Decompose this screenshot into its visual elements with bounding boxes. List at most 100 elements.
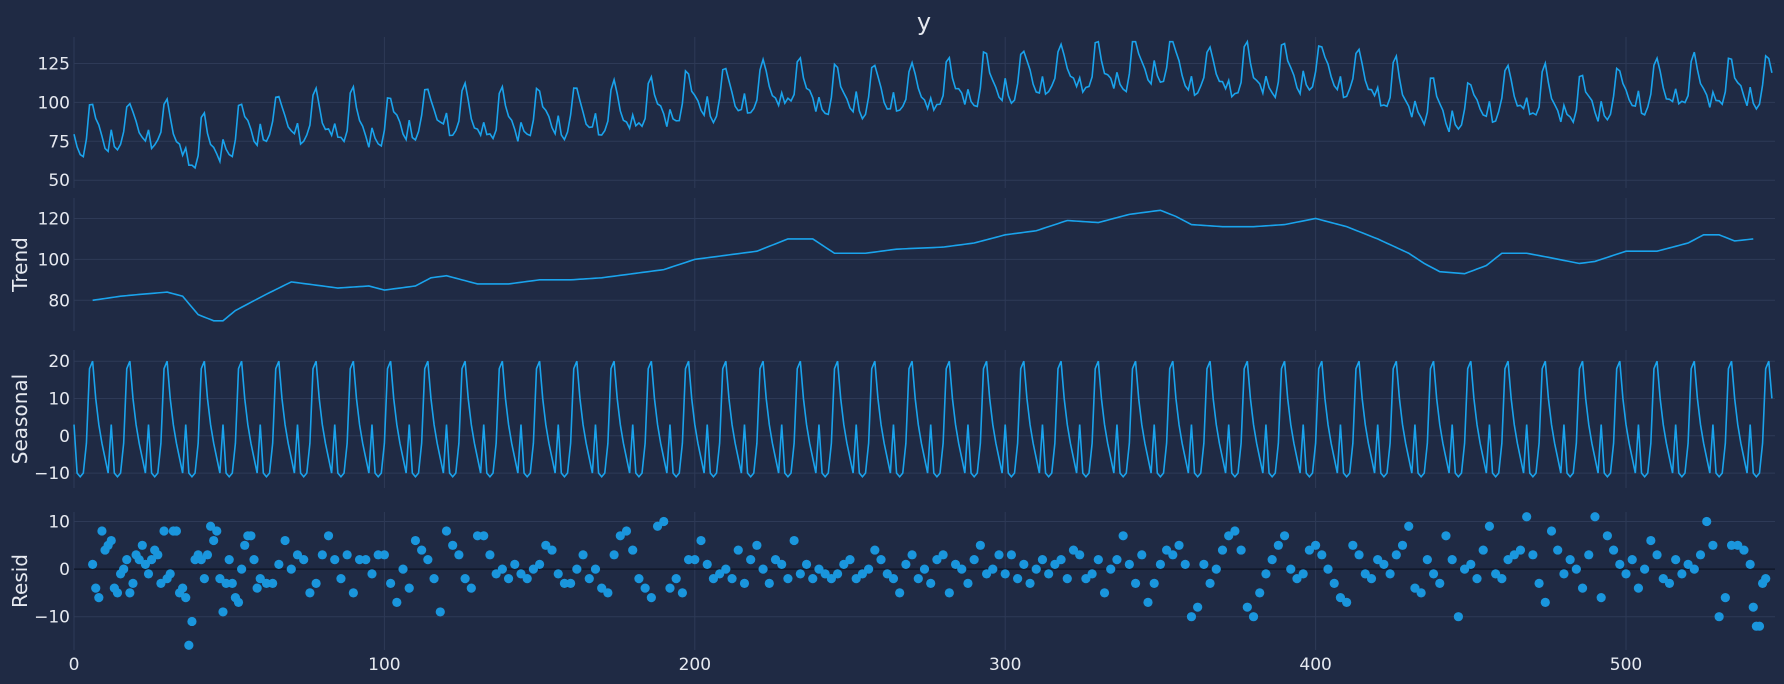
resid-point xyxy=(578,550,588,560)
resid-point xyxy=(584,574,594,584)
resid-point xyxy=(153,550,163,560)
resid-point xyxy=(386,578,396,588)
resid-point xyxy=(274,559,284,569)
resid-point xyxy=(299,554,309,565)
resid-point xyxy=(252,583,262,593)
resid-point xyxy=(199,574,209,584)
resid-point xyxy=(1447,554,1457,565)
resid-point xyxy=(1385,569,1395,579)
resid-point xyxy=(522,574,532,584)
x-tick-label: 300 xyxy=(989,655,1021,675)
resid-point xyxy=(249,554,259,565)
resid-point xyxy=(1441,531,1451,541)
resid-point xyxy=(1317,550,1327,560)
resid-point xyxy=(1633,583,1644,593)
y-tick-label: 75 xyxy=(48,132,70,152)
resid-point xyxy=(134,554,144,565)
resid-point xyxy=(1174,540,1184,550)
resid-point xyxy=(628,545,638,555)
resid-point xyxy=(615,531,625,541)
resid-point xyxy=(839,559,849,569)
resid-point xyxy=(1311,540,1321,550)
resid-point xyxy=(1410,583,1420,593)
resid-point xyxy=(137,540,147,550)
resid-point xyxy=(410,535,421,546)
resid-point xyxy=(882,569,892,579)
panels-layer: 507510012580100120Trend−1001020Seasonal−… xyxy=(8,37,1775,650)
resid-point xyxy=(1062,574,1072,584)
resid-point xyxy=(1224,531,1234,541)
resid-point xyxy=(429,574,439,584)
resid-point xyxy=(721,564,731,574)
resid-point xyxy=(1577,583,1588,593)
resid-point xyxy=(1137,550,1147,560)
resid-point xyxy=(1540,597,1550,608)
resid-point xyxy=(1509,550,1519,560)
resid-point xyxy=(178,583,188,593)
resid-point xyxy=(1279,531,1290,541)
resid-point xyxy=(901,559,911,569)
resid-point xyxy=(147,554,157,565)
resid-point xyxy=(919,564,930,574)
resid-point xyxy=(1143,597,1153,608)
resid-point xyxy=(944,588,954,598)
resid-point xyxy=(926,578,936,588)
x-tick-label: 500 xyxy=(1610,655,1642,675)
resid-point xyxy=(1754,621,1765,631)
y-tick-label: −10 xyxy=(34,608,70,628)
resid-point xyxy=(864,564,874,574)
resid-point xyxy=(255,574,265,584)
y-tick-label: 120 xyxy=(38,209,70,229)
y-tick-label: 20 xyxy=(48,352,70,372)
resid-point xyxy=(528,564,538,574)
resid-point xyxy=(1050,559,1060,569)
resid-point xyxy=(1162,545,1172,555)
resid-point xyxy=(851,574,861,584)
resid-point xyxy=(218,607,228,617)
resid-point xyxy=(994,550,1004,560)
resid-point xyxy=(1652,550,1662,560)
resid-point xyxy=(1739,545,1749,555)
resid-point xyxy=(1702,516,1712,527)
resid-point xyxy=(165,569,175,579)
resid-point xyxy=(814,564,824,574)
resid-point xyxy=(342,550,352,560)
resid-point xyxy=(224,554,234,565)
resid-point xyxy=(497,564,507,574)
resid-point xyxy=(1689,564,1699,574)
resid-point xyxy=(140,559,150,569)
x-tick-label: 100 xyxy=(368,655,400,675)
resid-point xyxy=(1714,612,1724,622)
resid-point xyxy=(1342,597,1352,608)
resid-point xyxy=(1354,550,1364,560)
resid-point xyxy=(1745,559,1755,569)
resid-point xyxy=(1428,569,1439,579)
resid-point xyxy=(702,559,712,569)
resid-point xyxy=(1695,550,1706,560)
resid-point xyxy=(1677,569,1687,579)
resid-point xyxy=(1130,578,1141,588)
panel-trend: 80 100 120 Trend xyxy=(8,198,1775,331)
resid-point xyxy=(1211,564,1221,574)
resid-point xyxy=(1149,578,1159,588)
resid-point xyxy=(1013,574,1023,584)
resid-point xyxy=(1646,535,1656,546)
resid-point xyxy=(1559,569,1569,579)
resid-point xyxy=(1491,569,1501,579)
resid-point xyxy=(677,588,687,598)
resid-point xyxy=(1515,545,1526,555)
resid-point xyxy=(907,550,917,560)
resid-point xyxy=(233,597,244,608)
resid-point xyxy=(240,540,250,550)
y-tick-label: 100 xyxy=(38,93,70,113)
resid-point xyxy=(1720,593,1730,603)
resid-point xyxy=(597,583,607,593)
resid-point xyxy=(1590,512,1600,522)
resid-point xyxy=(1683,559,1693,569)
resid-point xyxy=(379,550,389,560)
resid-point xyxy=(1106,564,1116,574)
y-tick-label: 10 xyxy=(48,513,70,533)
resid-point xyxy=(1155,559,1166,569)
resid-point xyxy=(237,564,247,574)
